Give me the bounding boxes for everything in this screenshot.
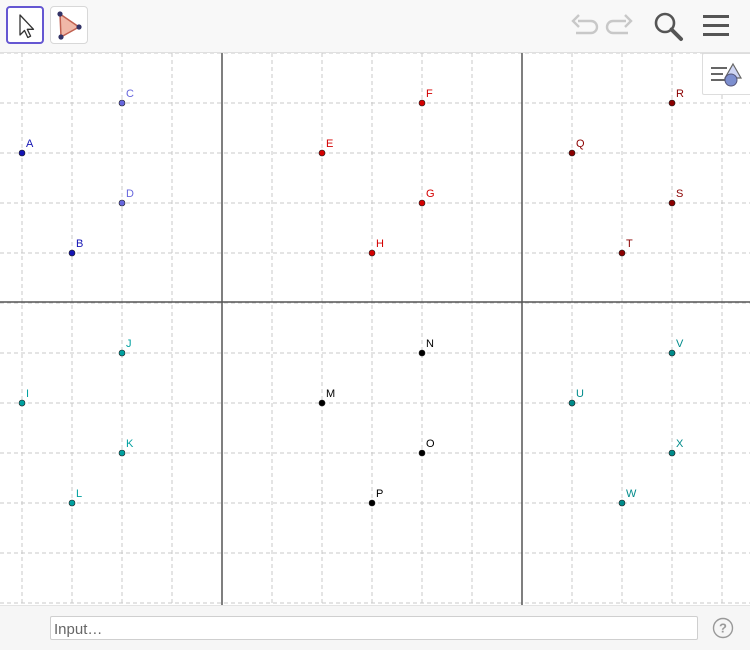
point-marker[interactable] (618, 249, 626, 257)
axes (0, 53, 750, 605)
point-marker[interactable] (418, 449, 426, 457)
undo-icon (571, 14, 599, 35)
point-marker[interactable] (68, 499, 76, 507)
point-label: B (76, 238, 83, 250)
point-label: I (26, 388, 29, 400)
point-label: J (126, 338, 132, 350)
point-marker[interactable] (668, 349, 676, 357)
point-label: G (426, 188, 435, 200)
point-q[interactable]: Q (568, 138, 585, 157)
point-r[interactable]: R (668, 88, 684, 107)
point-marker[interactable] (668, 99, 676, 107)
point-u[interactable]: U (568, 388, 584, 407)
point-marker[interactable] (18, 149, 26, 157)
point-h[interactable]: H (368, 238, 384, 257)
grid-lines (0, 53, 750, 605)
point-l[interactable]: L (68, 488, 82, 507)
point-marker[interactable] (418, 349, 426, 357)
point-marker[interactable] (18, 399, 26, 407)
style-bar-toggle-button[interactable] (702, 53, 750, 95)
search-button[interactable] (652, 10, 684, 42)
point-marker[interactable] (368, 499, 376, 507)
point-marker[interactable] (668, 199, 676, 207)
point-label: E (326, 138, 333, 150)
undo-button[interactable] (568, 10, 600, 42)
point-t[interactable]: T (618, 238, 633, 257)
point-marker[interactable] (68, 249, 76, 257)
point-label: U (576, 388, 584, 400)
point-g[interactable]: G (418, 188, 435, 207)
point-d[interactable]: D (118, 188, 134, 207)
graphics-view[interactable]: A B C D E F G H Q R S T I J K L M N O P U V W X (0, 53, 750, 605)
point-c[interactable]: C (118, 88, 134, 107)
point-j[interactable]: J (118, 338, 132, 357)
redo-button[interactable] (604, 10, 636, 42)
move-tool-button[interactable] (6, 6, 44, 44)
point-m[interactable]: M (318, 388, 335, 407)
point-label: P (376, 488, 383, 500)
point-i[interactable]: I (18, 388, 29, 407)
point-label: S (676, 188, 683, 200)
main-menu-button[interactable] (700, 10, 732, 42)
point-label: L (76, 488, 82, 500)
point-label: D (126, 188, 134, 200)
arrow-pointer-icon (19, 14, 35, 39)
point-w[interactable]: W (618, 488, 637, 507)
menu-icon (703, 15, 729, 36)
point-marker[interactable] (318, 399, 326, 407)
point-p[interactable]: P (368, 488, 383, 507)
polygon-tool-button[interactable] (50, 6, 88, 44)
point-marker[interactable] (118, 99, 126, 107)
point-label: A (26, 138, 34, 150)
point-label: V (676, 338, 684, 350)
point-marker[interactable] (568, 399, 576, 407)
point-label: X (676, 438, 684, 450)
graphics-canvas[interactable]: A B C D E F G H Q R S T I J K L M N O P U V W X (0, 53, 750, 605)
point-marker[interactable] (368, 249, 376, 257)
point-marker[interactable] (618, 499, 626, 507)
point-marker[interactable] (118, 349, 126, 357)
point-label: K (126, 438, 134, 450)
point-x[interactable]: X (668, 438, 684, 457)
toolbar (0, 0, 750, 53)
point-f[interactable]: F (418, 88, 433, 107)
point-marker[interactable] (568, 149, 576, 157)
point-marker[interactable] (418, 99, 426, 107)
triangle-polygon-icon (57, 11, 82, 40)
points-layer: A B C D E F G H Q R S T I J K L M N O P U V W X (18, 88, 684, 507)
point-marker[interactable] (418, 199, 426, 207)
point-label: T (626, 238, 633, 250)
point-marker[interactable] (318, 149, 326, 157)
algebra-input-field[interactable] (50, 616, 698, 640)
point-label: H (376, 238, 384, 250)
point-k[interactable]: K (118, 438, 134, 457)
input-bar: ? (0, 605, 750, 650)
help-glyph: ? (719, 621, 727, 636)
point-label: N (426, 338, 434, 350)
point-marker[interactable] (118, 199, 126, 207)
point-label: M (326, 388, 335, 400)
style-bar-toggle-icon (711, 62, 743, 87)
point-marker[interactable] (118, 449, 126, 457)
point-marker[interactable] (668, 449, 676, 457)
point-s[interactable]: S (668, 188, 683, 207)
point-label: W (626, 488, 637, 500)
redo-icon (605, 14, 633, 35)
point-e[interactable]: E (318, 138, 333, 157)
point-o[interactable]: O (418, 438, 435, 457)
search-icon (654, 12, 683, 41)
point-v[interactable]: V (668, 338, 684, 357)
point-label: Q (576, 138, 585, 150)
point-label: C (126, 88, 134, 100)
help-icon[interactable]: ? (712, 617, 734, 639)
point-label: O (426, 438, 435, 450)
point-label: F (426, 88, 433, 100)
point-n[interactable]: N (418, 338, 434, 357)
point-a[interactable]: A (18, 138, 34, 157)
point-b[interactable]: B (68, 238, 83, 257)
point-label: R (676, 88, 684, 100)
